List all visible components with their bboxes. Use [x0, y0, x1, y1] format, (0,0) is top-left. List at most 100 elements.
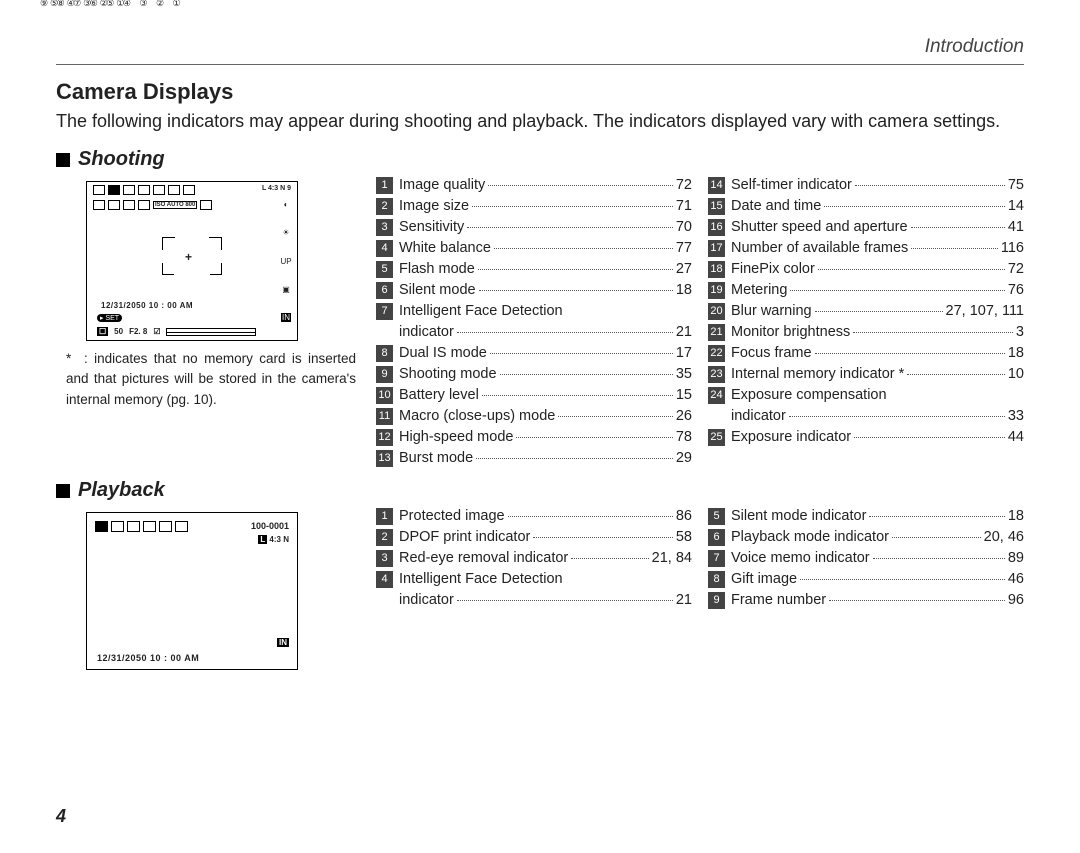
playback-diagram: 100-0001 L 4:3 N IN 12/31/2050 10 : 00 A… — [86, 512, 298, 670]
index-row: 18FinePix color72 — [708, 259, 1024, 280]
playback-list-1: 1Protected image86 2 DPOF print indicator 5… — [376, 506, 692, 670]
index-number: 20 — [708, 303, 725, 320]
square-bullet-icon — [56, 153, 70, 167]
index-row: 11Macro (close-ups) mode26 — [376, 406, 692, 427]
index-number: 1 — [376, 177, 393, 194]
index-page: 35 — [676, 364, 692, 385]
shooting-list-2: 14Self-timer indicator7515Date and time1… — [708, 175, 1024, 469]
index-label: Burst mode — [399, 448, 473, 469]
index-page: 10 — [1008, 364, 1024, 385]
index-row: 2 DPOF print indicator 58 — [376, 527, 692, 548]
index-row: 13Burst mode29 — [376, 448, 692, 469]
index-row: 16Shutter speed and aperture41 — [708, 217, 1024, 238]
index-row: 9Frame number96 — [708, 590, 1024, 611]
index-label: Intelligent Face Detection — [399, 569, 563, 590]
index-row: 1Protected image86 — [376, 506, 692, 527]
shooting-diagram: L 4:3 N 9 ISO AUTO 800 + ◐☀UP▣IN 12/31/2… — [86, 181, 298, 341]
index-page: 78 — [676, 427, 692, 448]
index-page: 27, 107, 111 — [946, 301, 1024, 322]
index-label: Dual IS mode — [399, 343, 487, 364]
index-number: 5 — [708, 508, 725, 525]
index-number: 14 — [708, 177, 725, 194]
index-number: 25 — [708, 429, 725, 446]
index-number: 4 — [376, 240, 393, 257]
index-number: 9 — [708, 592, 725, 609]
shooting-section: ⑨ ⑧ ⑦ ⑥ ⑤ ④ ③ ② ① L 4:3 N 9 ISO AUTO 800… — [56, 175, 1024, 469]
index-row: 6Silent mode18 — [376, 280, 692, 301]
index-page: 58 — [676, 527, 692, 548]
index-row: 9Shooting mode35 — [376, 364, 692, 385]
index-page: 3 — [1016, 322, 1024, 343]
index-page: 116 — [1001, 238, 1024, 259]
index-label: Macro (close-ups) mode — [399, 406, 555, 427]
index-page: 76 — [1008, 280, 1024, 301]
page-title: Camera Displays — [56, 79, 1024, 105]
index-number: 18 — [708, 261, 725, 278]
index-number: 9 — [376, 366, 393, 383]
index-page: 96 — [1008, 590, 1024, 611]
shooting-footnote: *: indicates that no memory card is inse… — [56, 349, 356, 410]
index-label: Flash mode — [399, 259, 475, 280]
index-row: 19Metering76 — [708, 280, 1024, 301]
index-label: DPOF print indicator — [399, 527, 530, 548]
index-label: Voice memo indicator — [731, 548, 870, 569]
index-row: 8Dual IS mode17 — [376, 343, 692, 364]
index-row: 4White balance77 — [376, 238, 692, 259]
index-label: Blur warning — [731, 301, 812, 322]
index-row: 3Red-eye removal indicator21, 84 — [376, 548, 692, 569]
index-number: 15 — [708, 198, 725, 215]
index-label: High-speed mode — [399, 427, 513, 448]
index-page: 15 — [676, 385, 692, 406]
index-label: indicator — [731, 406, 786, 427]
index-page: 75 — [1008, 175, 1024, 196]
index-page: 18 — [1008, 343, 1024, 364]
index-label: Silent mode — [399, 280, 476, 301]
index-label: Focus frame — [731, 343, 812, 364]
index-number: 2 — [376, 529, 393, 546]
playback-top-callouts: ⑤ ④ ③ ② ① — [50, 0, 127, 9]
index-number: 8 — [376, 345, 393, 362]
index-number: 17 — [708, 240, 725, 257]
intro-text: The following indicators may appear duri… — [56, 109, 1024, 134]
index-number: 6 — [376, 282, 393, 299]
index-number: 13 — [376, 450, 393, 467]
index-label: Shutter speed and aperture — [731, 217, 908, 238]
playback-heading: Playback — [56, 479, 1024, 502]
playback-date: 12/31/2050 10 : 00 AM — [97, 653, 199, 663]
index-row: 5 Silent mode indicator 18 — [708, 506, 1024, 527]
index-row: 2Image size71 — [376, 196, 692, 217]
index-page: 70 — [676, 217, 692, 238]
index-label: FinePix color — [731, 259, 815, 280]
index-number: 4 — [376, 571, 393, 588]
playback-heading-text: Playback — [78, 479, 165, 502]
index-label: Battery level — [399, 385, 479, 406]
index-label: Internal memory indicator * — [731, 364, 904, 385]
index-page: 21, 84 — [652, 548, 692, 569]
index-page: 41 — [1008, 217, 1024, 238]
index-label: Monitor brightness — [731, 322, 850, 343]
index-number: 5 — [376, 261, 393, 278]
index-page: 44 — [1008, 427, 1024, 448]
index-label: Intelligent Face Detection — [399, 301, 563, 322]
index-row: 10Battery level15 — [376, 385, 692, 406]
index-row: 3Sensitivity70 — [376, 217, 692, 238]
set-indicator: SET — [97, 314, 122, 322]
index-row: 5Flash mode27 — [376, 259, 692, 280]
index-number: 23 — [708, 366, 725, 383]
index-row: indicator33 — [708, 406, 1024, 427]
index-number: 2 — [376, 198, 393, 215]
index-label: Gift image — [731, 569, 797, 590]
index-page: 71 — [676, 196, 692, 217]
index-page: 18 — [1008, 506, 1024, 527]
index-row: 25Exposure indicator44 — [708, 427, 1024, 448]
index-label: Date and time — [731, 196, 821, 217]
index-number: 24 — [708, 387, 725, 404]
index-number: 22 — [708, 345, 725, 362]
index-row: 7Voice memo indicator89 — [708, 548, 1024, 569]
index-label: Silent mode indicator — [731, 506, 866, 527]
square-bullet-icon — [56, 484, 70, 498]
index-row: 23 Internal memory indicator * 10 — [708, 364, 1024, 385]
index-row: indicator21 — [376, 322, 692, 343]
chapter-heading: Introduction — [56, 36, 1024, 65]
index-page: 86 — [676, 506, 692, 527]
